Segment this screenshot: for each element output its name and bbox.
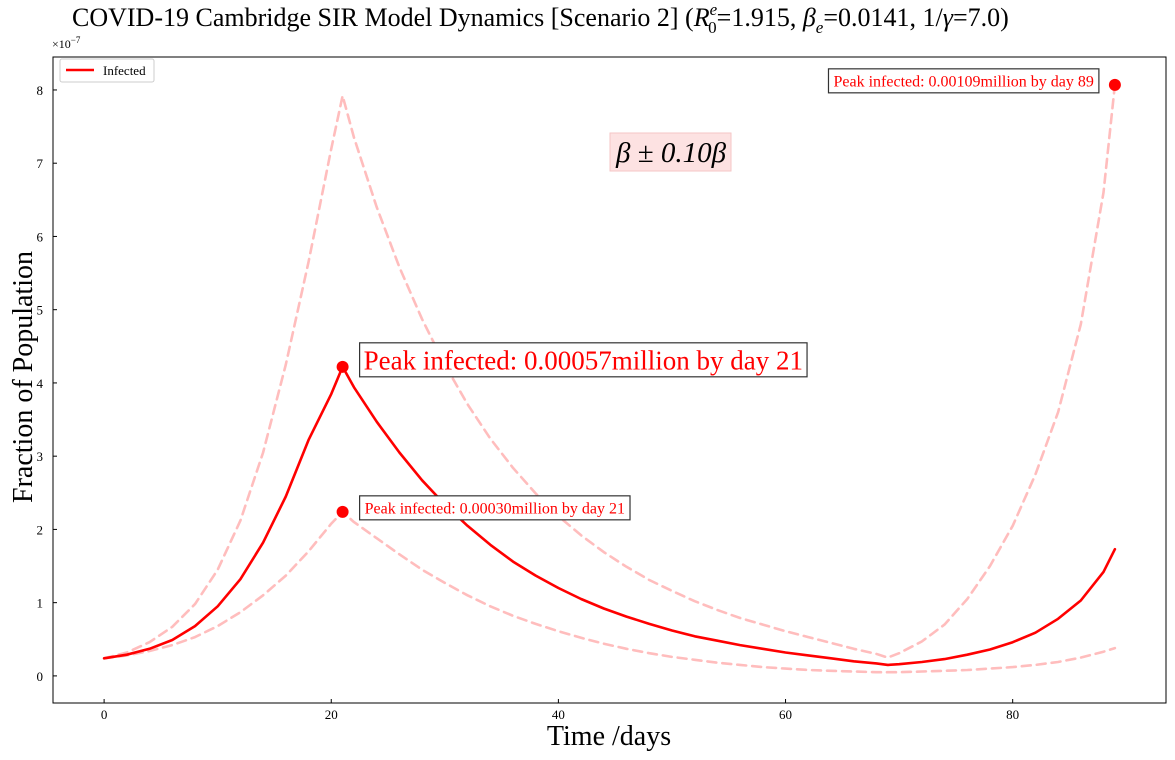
title-r0-sub: 0 xyxy=(708,18,717,37)
peak-marker xyxy=(336,360,349,373)
legend-label-infected: Infected xyxy=(103,63,146,78)
series-lines xyxy=(102,83,1117,674)
peak-markers xyxy=(336,78,1121,518)
peak-annotations: Peak infected: 0.00057million by day 21 P… xyxy=(359,68,1100,521)
series-line-lower-bound xyxy=(102,510,1117,674)
y-tick-label: 3 xyxy=(37,449,44,464)
title-r0-sup: e xyxy=(710,0,718,19)
peak-annotation-box xyxy=(359,495,631,521)
peak-annotation-label: Peak infected: 0.00109million by day 89 xyxy=(833,73,1093,90)
y-tick-label: 7 xyxy=(37,156,44,171)
peak-annotation-label: Peak infected: 0.00057million by day 21 xyxy=(364,345,803,375)
peak-annotation-box xyxy=(359,342,808,378)
title-gamma-value: =7.0) xyxy=(953,3,1009,32)
y-tick-label: 8 xyxy=(37,83,44,98)
y-tick-label: 6 xyxy=(37,229,44,244)
peak-annotation-box xyxy=(827,68,1100,94)
plot-frame xyxy=(52,56,1167,704)
peak-marker xyxy=(336,505,349,518)
peak-annotation-label: Peak infected: 0.00030million by day 21 xyxy=(365,500,625,517)
band-label-box xyxy=(609,132,732,172)
x-tick-label: 40 xyxy=(552,707,565,722)
title-gamma-symbol: γ xyxy=(943,3,954,32)
y-tick-label: 2 xyxy=(37,522,44,537)
y-axis-label: Fraction of Population xyxy=(8,251,39,503)
x-axis-label: Time /days xyxy=(547,721,671,752)
series-line-upper-bound xyxy=(102,83,1117,660)
title-r0-symbol: R xyxy=(693,3,710,32)
x-tick-label: 20 xyxy=(325,707,338,722)
title-prefix: COVID-19 Cambridge SIR Model Dynamics [S… xyxy=(72,3,694,32)
axis-ticks: 0 20 40 60 80 0 1 2 3 4 5 6 7 8 xyxy=(37,83,1020,722)
title-beta-symbol: β xyxy=(802,3,816,32)
legend-box xyxy=(59,58,155,83)
y-tick-label: 0 xyxy=(37,669,44,684)
peak-marker xyxy=(1108,78,1121,91)
y-offset-base: ×10 xyxy=(52,37,71,51)
y-offset-label: ×10−7 xyxy=(52,35,81,51)
y-offset-exponent: −7 xyxy=(71,35,81,45)
x-tick-label: 0 xyxy=(101,707,108,722)
title-r0-value: =1.915, xyxy=(717,3,803,32)
title-beta-value: =0.0141, 1/ xyxy=(823,3,943,32)
y-tick-label: 5 xyxy=(37,303,44,318)
band-label: β ± 0.10β xyxy=(615,137,727,169)
x-tick-label: 60 xyxy=(779,707,792,722)
x-tick-label: 80 xyxy=(1006,707,1019,722)
chart-title: COVID-19 Cambridge SIR Model Dynamics [S… xyxy=(72,0,1009,37)
y-tick-label: 4 xyxy=(37,376,44,391)
y-tick-label: 1 xyxy=(37,596,44,611)
series-line-main xyxy=(102,365,1117,667)
legend: Infected xyxy=(59,58,155,83)
title-beta-sub: e xyxy=(816,18,824,37)
